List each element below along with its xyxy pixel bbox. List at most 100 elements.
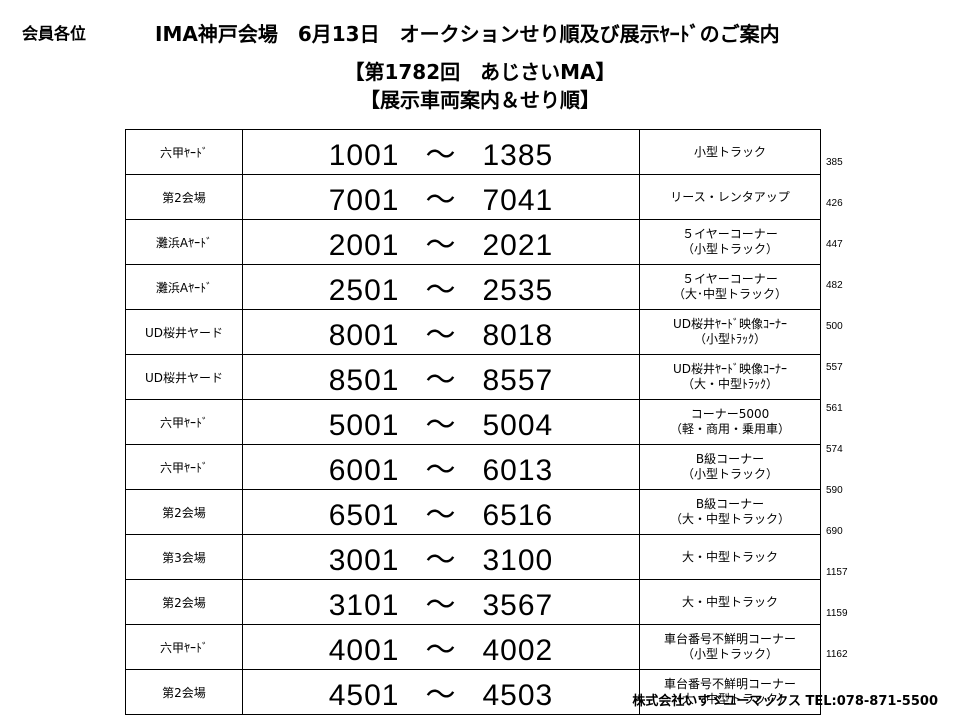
- lot-start-number: 6501: [328, 499, 400, 532]
- corner-label-line: （小型ﾄﾗｯｸ）: [693, 332, 766, 346]
- lot-end-number: 8018: [482, 319, 554, 352]
- cumulative-count: 447: [826, 239, 843, 250]
- lot-end-number: 6516: [482, 499, 554, 532]
- corner-cell: コーナー5000 （軽・商用・乗用車）: [639, 399, 821, 445]
- venue-cell: 第2会場: [125, 174, 243, 220]
- auction-subtitle: 【第1782回 あじさいMA】: [344, 60, 616, 84]
- corner-label-line: （大・中型トラック）: [669, 692, 790, 706]
- corner-cell: リース・レンタアップ: [639, 174, 821, 220]
- lot-start-number: 4001: [328, 634, 400, 667]
- table-row: 灘浜Aﾔｰﾄﾞ 2501 ～ 2535 ５イヤーコーナー （大･中型トラック）: [125, 264, 821, 310]
- corner-label-line: （小型トラック）: [681, 242, 778, 256]
- cumulative-count: 574: [826, 444, 843, 455]
- corner-label-line: コーナー5000: [690, 407, 770, 421]
- corner-label-line: 大・中型トラック: [681, 594, 778, 609]
- corner-cell: 小型トラック: [639, 129, 821, 175]
- lot-start-number: 2001: [328, 229, 400, 262]
- corner-label-line: リース・レンタアップ: [670, 189, 790, 204]
- lot-range-cell: 3001 ～ 3100: [242, 534, 640, 580]
- corner-label-line: B級コーナー: [695, 452, 765, 466]
- lot-end-number: 4503: [482, 679, 554, 712]
- corner-label-line: UD桜井ﾔｰﾄﾞ映像ｺｰﾅｰ: [672, 362, 788, 376]
- cumulative-count: 1162: [826, 649, 848, 660]
- cumulative-count: 385: [826, 157, 843, 168]
- corner-cell: ５イヤーコーナー （大･中型トラック）: [639, 264, 821, 310]
- venue-cell: 灘浜Aﾔｰﾄﾞ: [125, 219, 243, 265]
- range-separator: ～: [425, 139, 457, 172]
- auction-order-table-body: 六甲ﾔｰﾄﾞ 1001 ～ 1385 小型トラック 第2会場 7001 ～ 7041 リース・レン…: [125, 129, 821, 715]
- corner-label-line: （小型トラック）: [681, 647, 778, 661]
- lot-range-cell: 5001 ～ 5004: [242, 399, 640, 445]
- lot-start-number: 1001: [328, 139, 400, 172]
- corner-label-line: （大・中型ﾄﾗｯｸ）: [681, 377, 778, 391]
- venue-cell: UD桜井ヤード: [125, 354, 243, 400]
- lot-start-number: 3101: [328, 589, 400, 622]
- table-row: UD桜井ヤード 8001 ～ 8018 UD桜井ﾔｰﾄﾞ映像ｺｰﾅｰ （小型ﾄﾗｯｸ）: [125, 309, 821, 355]
- corner-cell: UD桜井ﾔｰﾄﾞ映像ｺｰﾅｰ （小型ﾄﾗｯｸ）: [639, 309, 821, 355]
- lot-range-cell: 4501 ～ 4503: [242, 669, 640, 715]
- table-row: 六甲ﾔｰﾄﾞ 1001 ～ 1385 小型トラック: [125, 129, 821, 175]
- addressee: 会員各位: [22, 24, 87, 43]
- range-separator: ～: [425, 364, 457, 397]
- corner-label-line: ５イヤーコーナー: [682, 272, 778, 286]
- range-separator: ～: [425, 184, 457, 217]
- lot-start-number: 8501: [328, 364, 400, 397]
- lot-end-number: 6013: [482, 454, 554, 487]
- corner-label-line: B級コーナー: [695, 497, 765, 511]
- table-row: 灘浜Aﾔｰﾄﾞ 2001 ～ 2021 ５イヤーコーナー （小型トラック）: [125, 219, 821, 265]
- cumulative-count: 1159: [826, 608, 848, 619]
- corner-label-line: （軽・商用・乗用車）: [669, 422, 790, 436]
- auction-order-table: 六甲ﾔｰﾄﾞ 1001 ～ 1385 小型トラック 第2会場 7001 ～ 7041 リース・レン…: [125, 129, 821, 715]
- lot-end-number: 3100: [482, 544, 554, 577]
- lot-end-number: 7041: [482, 184, 554, 217]
- lot-range-cell: 8001 ～ 8018: [242, 309, 640, 355]
- lot-range-cell: 8501 ～ 8557: [242, 354, 640, 400]
- lot-start-number: 7001: [328, 184, 400, 217]
- corner-label-line: 車台番号不鮮明コーナー: [663, 632, 796, 646]
- lot-end-number: 8557: [482, 364, 554, 397]
- cumulative-count: 557: [826, 362, 843, 373]
- lot-range-cell: 2501 ～ 2535: [242, 264, 640, 310]
- venue-cell: 六甲ﾔｰﾄﾞ: [125, 624, 243, 670]
- cumulative-count: 482: [826, 280, 843, 291]
- corner-label-line: （大･中型トラック）: [672, 287, 787, 301]
- range-separator: ～: [425, 319, 457, 352]
- lot-start-number: 3001: [328, 544, 400, 577]
- lot-range-cell: 1001 ～ 1385: [242, 129, 640, 175]
- table-row: 第2会場 7001 ～ 7041 リース・レンタアップ: [125, 174, 821, 220]
- corner-label-line: 車台番号不鮮明コーナー: [663, 677, 796, 691]
- range-separator: ～: [425, 679, 457, 712]
- lot-range-cell: 6501 ～ 6516: [242, 489, 640, 535]
- cumulative-count: 561: [826, 403, 843, 414]
- lot-end-number: 5004: [482, 409, 554, 442]
- table-row: 六甲ﾔｰﾄﾞ 6001 ～ 6013 B級コーナー （小型トラック）: [125, 444, 821, 490]
- cumulative-count: 590: [826, 485, 843, 496]
- lot-start-number: 4501: [328, 679, 400, 712]
- lot-start-number: 8001: [328, 319, 400, 352]
- lot-start-number: 6001: [328, 454, 400, 487]
- venue-cell: UD桜井ヤード: [125, 309, 243, 355]
- venue-cell: 六甲ﾔｰﾄﾞ: [125, 444, 243, 490]
- corner-cell: B級コーナー （小型トラック）: [639, 444, 821, 490]
- lot-start-number: 2501: [328, 274, 400, 307]
- venue-cell: 六甲ﾔｰﾄﾞ: [125, 129, 243, 175]
- cumulative-count: 500: [826, 321, 843, 332]
- range-separator: ～: [425, 589, 457, 622]
- venue-cell: 灘浜Aﾔｰﾄﾞ: [125, 264, 243, 310]
- corner-cell: 車台番号不鮮明コーナー （大・中型トラック）: [639, 669, 821, 715]
- range-separator: ～: [425, 454, 457, 487]
- range-separator: ～: [425, 229, 457, 262]
- corner-label-line: （小型トラック）: [681, 467, 778, 481]
- lot-end-number: 4002: [482, 634, 554, 667]
- corner-label-line: 小型トラック: [693, 144, 766, 159]
- table-row: 第2会場 6501 ～ 6516 B級コーナー （大・中型トラック）: [125, 489, 821, 535]
- venue-cell: 第2会場: [125, 489, 243, 535]
- table-row: 六甲ﾔｰﾄﾞ 5001 ～ 5004 コーナー5000 （軽・商用・乗用車）: [125, 399, 821, 445]
- section-subtitle: 【展示車両案内＆せり順】: [360, 88, 600, 112]
- corner-cell: ５イヤーコーナー （小型トラック）: [639, 219, 821, 265]
- cumulative-count: 1157: [826, 567, 848, 578]
- venue-cell: 六甲ﾔｰﾄﾞ: [125, 399, 243, 445]
- footer-contact: 株式会社いすゞユーマックス TEL:078-871-5500: [632, 690, 938, 709]
- lot-range-cell: 2001 ～ 2021: [242, 219, 640, 265]
- lot-end-number: 3567: [482, 589, 554, 622]
